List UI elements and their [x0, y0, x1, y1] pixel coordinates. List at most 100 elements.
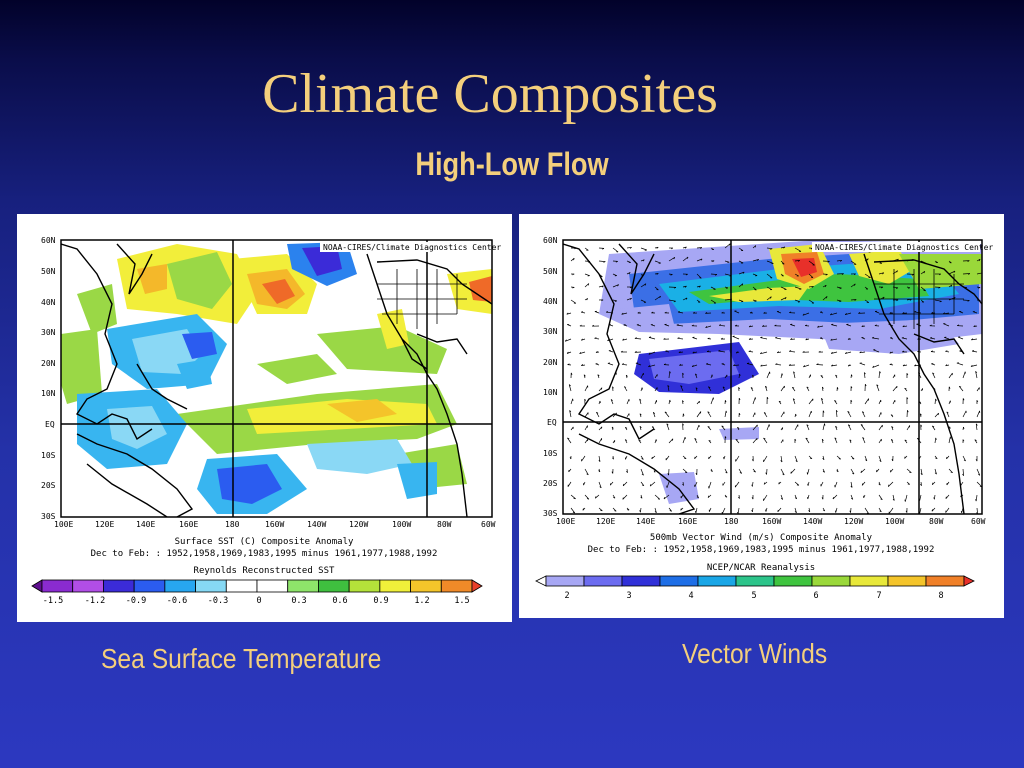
- wind-vector-head: [967, 300, 970, 302]
- lon-label: 180: [225, 520, 240, 529]
- wind-vector: [735, 455, 740, 462]
- wind-vector-head: [692, 311, 695, 314]
- wind-vector-head: [695, 373, 698, 376]
- wind-vector: [622, 494, 628, 500]
- wind-vector-head: [612, 457, 614, 460]
- wind-vector-head: [853, 273, 856, 276]
- wind-vector-head: [651, 456, 653, 459]
- wind-vector: [581, 455, 586, 462]
- wind-vector-head: [682, 372, 684, 375]
- wind-vector-head: [657, 498, 660, 500]
- wind-vector-head: [738, 387, 741, 390]
- wind-vector: [817, 325, 824, 328]
- lat-label: 10S: [41, 451, 56, 460]
- dataset-label: NCEP/NCAR Reanalysis: [707, 563, 815, 573]
- wind-vector-head: [634, 337, 637, 339]
- wind-vector: [682, 256, 689, 262]
- wind-vector: [790, 468, 796, 474]
- wind-vector-head: [738, 496, 740, 499]
- colorbar-labels: -1.5 -1.2 -0.9 -0.6 -0.3 0 0.3 0.6 0.9 1…: [43, 596, 470, 606]
- wind-vector: [948, 436, 951, 444]
- wind-vector: [623, 386, 628, 392]
- wind-vector-head: [907, 410, 909, 413]
- wind-vector-head: [621, 363, 625, 365]
- wind-vector-head: [934, 472, 937, 475]
- wind-vector: [648, 364, 656, 368]
- wind-vector-head: [648, 352, 651, 355]
- wind-vector: [584, 283, 590, 288]
- wind-vector: [888, 507, 894, 514]
- wind-vector: [752, 481, 754, 487]
- wind-vector-head: [905, 510, 908, 513]
- wind-vector: [808, 260, 815, 266]
- wind-vector-head: [579, 324, 582, 327]
- wind-vector-head: [720, 337, 723, 340]
- wind-vector-head: [664, 311, 667, 314]
- wind-vector-head: [931, 482, 934, 485]
- wind-vector: [667, 385, 670, 392]
- wind-vector-head: [629, 247, 632, 249]
- wind-vector-head: [685, 273, 688, 276]
- wind-vector-head: [673, 287, 677, 289]
- wind-vector: [570, 299, 577, 304]
- colorbar-swatch: [583, 575, 623, 587]
- wind-vector-head: [673, 257, 676, 260]
- wind-vector: [634, 338, 642, 340]
- wind-vector: [948, 270, 956, 275]
- wind-vector: [733, 364, 740, 366]
- wind-vector-head: [937, 413, 939, 416]
- wind-vector-head: [834, 437, 837, 440]
- wind-vector: [808, 410, 812, 418]
- dataset-label: Reynolds Reconstructed SST: [194, 566, 335, 576]
- wind-vector: [945, 507, 950, 513]
- lon-label: 120W: [349, 520, 368, 529]
- wind-vector-head: [931, 311, 934, 314]
- wind-vector-head: [639, 510, 641, 513]
- wind-vector: [919, 494, 922, 501]
- wind-vector-head: [656, 273, 659, 275]
- wind-vector-head: [699, 277, 702, 279]
- wind-vector-head: [830, 351, 833, 354]
- wind-vector-head: [639, 426, 642, 429]
- wind-vector-head: [622, 497, 624, 500]
- wind-vector-head: [930, 337, 933, 339]
- wind-vector-head: [641, 473, 644, 476]
- wind-vector: [721, 507, 726, 514]
- wind-vector: [649, 481, 656, 487]
- wind-vector: [668, 371, 671, 379]
- lat-label: 30S: [41, 512, 56, 521]
- wind-vector: [722, 386, 726, 392]
- wind-vector-head: [737, 426, 740, 429]
- wind-vector-head: [933, 497, 935, 500]
- wind-vector: [567, 437, 572, 444]
- wind-vector-head: [783, 246, 786, 249]
- colorbar-swatch: [925, 575, 965, 587]
- wind-vector-head: [572, 273, 575, 276]
- wind-vector: [832, 494, 838, 500]
- wind-vector-head: [778, 482, 780, 485]
- wind-vector-head: [714, 274, 718, 276]
- wind-vector: [850, 260, 857, 265]
- wind-vector: [707, 411, 712, 418]
- wind-vector-head: [849, 439, 852, 442]
- wind-vector: [665, 455, 670, 461]
- colorbar-label: 7: [876, 591, 881, 601]
- wind-vector-head: [741, 283, 744, 286]
- wind-vector-head: [854, 299, 857, 301]
- wind-vector-head: [975, 499, 977, 502]
- wind-vector-head: [822, 386, 824, 389]
- wind-vector-head: [663, 337, 666, 340]
- wind-vector: [930, 337, 936, 340]
- colorbar-label: -0.6: [167, 596, 187, 606]
- wind-vector-head: [613, 496, 616, 499]
- wind-vector-head: [811, 286, 814, 288]
- wind-vector-head: [620, 350, 623, 353]
- wind-vector-head: [599, 486, 602, 489]
- wind-vector: [692, 337, 698, 340]
- wind-vector-head: [700, 247, 703, 249]
- wind-vector-head: [653, 412, 656, 414]
- sst-anomaly-field: [61, 242, 492, 514]
- colorbar-swatch: [256, 579, 289, 593]
- wind-vector: [878, 272, 884, 275]
- colorbar-swatch: [773, 575, 813, 587]
